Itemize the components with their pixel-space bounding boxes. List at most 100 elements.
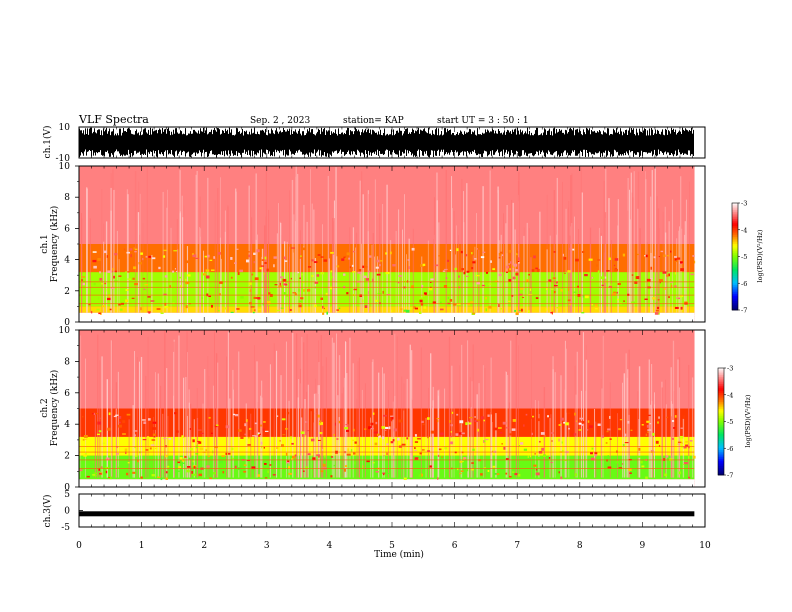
ch1-waveform-panel: ch.1(V) 10 -10 <box>42 123 706 164</box>
ch2-colorbar-cell <box>718 373 724 376</box>
spectrogram-speckle <box>385 271 390 275</box>
spectrogram-speckle <box>631 274 634 276</box>
spectrogram-speckle <box>183 436 185 438</box>
spectrogram-speckle <box>187 466 191 468</box>
spectrogram-speckle <box>151 439 156 441</box>
spectrogram-speckle <box>688 476 691 479</box>
ch1-colorbar-cell <box>732 242 738 245</box>
spectrogram-streak <box>164 330 166 478</box>
spectrogram-line <box>79 482 695 484</box>
spectrogram-streak <box>405 254 407 313</box>
spectrogram-speckle <box>672 427 676 429</box>
spectrogram-streak <box>325 357 327 478</box>
spectrogram-speckle <box>641 465 645 468</box>
spectrogram-speckle <box>282 278 287 282</box>
spectrogram-speckle <box>133 247 135 250</box>
spectrogram-streak <box>637 391 639 478</box>
spectrogram-speckle <box>145 255 148 258</box>
spectrogram-streak <box>512 202 514 313</box>
spectrogram-speckle <box>674 272 676 275</box>
spectrogram-speckle <box>681 442 683 444</box>
spectrogram-speckle <box>84 438 88 440</box>
spectrogram-speckle <box>306 429 309 432</box>
spectrogram-streak <box>115 408 117 478</box>
spectrogram-streak <box>172 395 174 478</box>
spectrogram-speckle <box>492 450 494 453</box>
spectrogram-speckle <box>140 476 143 479</box>
spectrogram-streak <box>338 355 341 478</box>
spectrogram-speckle <box>680 268 684 272</box>
spectrogram-speckle <box>511 428 516 431</box>
spectrogram-speckle <box>512 419 517 422</box>
spectrogram-speckle <box>169 285 171 288</box>
spectrogram-speckle <box>208 416 211 419</box>
spectrogram-streak <box>257 234 258 313</box>
spectrogram-speckle <box>259 267 262 270</box>
spectrogram-streak <box>506 253 508 313</box>
spectrogram-speckle <box>534 453 537 455</box>
spectrogram-speckle <box>470 301 474 303</box>
ch1-colorbar-cell <box>732 283 738 286</box>
ch1-colorbar-cell <box>732 226 738 229</box>
spectrogram-speckle <box>556 282 558 285</box>
ch1-spectrogram-channel-label: ch.1 <box>40 234 50 253</box>
spectrogram-speckle <box>483 419 485 422</box>
spectrogram-speckle <box>455 433 459 436</box>
spectrogram-speckle <box>165 477 168 480</box>
spectrogram-speckle <box>114 280 118 282</box>
spectrogram-speckle <box>517 260 520 264</box>
spectrogram-speckle <box>518 309 521 312</box>
spectrogram-speckle <box>343 273 346 276</box>
spectrogram-speckle <box>503 446 506 450</box>
ch2-colorbar-cell <box>718 426 724 430</box>
spectrogram-speckle <box>616 291 618 294</box>
spectrogram-speckle <box>381 436 385 440</box>
spectrogram-speckle <box>607 466 612 469</box>
spectrogram-speckle <box>666 274 669 277</box>
spectrogram-speckle <box>457 467 459 471</box>
ch2-colorbar-ticks: -3-4-5-6-7 <box>724 365 733 480</box>
spectrogram-streak <box>574 216 575 313</box>
spectrogram-speckle <box>671 437 674 440</box>
spectrogram-speckle <box>307 266 312 268</box>
spectrogram-speckle <box>460 250 463 254</box>
spectrogram-speckle <box>408 266 410 270</box>
spectrogram-speckle <box>147 436 150 439</box>
spectrogram-streak <box>460 424 462 478</box>
spectrogram-speckle <box>445 277 448 280</box>
spectrogram-streak <box>215 257 217 313</box>
spectrogram-speckle <box>379 302 382 305</box>
spectrogram-speckle <box>322 305 324 309</box>
spectrogram-speckle <box>372 462 375 464</box>
spectrogram-speckle <box>556 306 559 309</box>
spectrogram-speckle <box>550 288 554 290</box>
spectrogram-speckle <box>82 282 85 286</box>
spectrogram-speckle <box>336 438 339 440</box>
spectrogram-streak <box>617 413 618 478</box>
spectrogram-line <box>79 294 695 296</box>
spectrogram-speckle <box>361 299 364 303</box>
spectrogram-speckle <box>531 432 533 436</box>
spectrogram-speckle <box>112 267 114 271</box>
spectrogram-speckle <box>173 250 178 252</box>
spectrogram-streak <box>437 395 439 478</box>
spectrogram-speckle <box>151 474 155 477</box>
spectrogram-streak <box>495 413 497 478</box>
spectrogram-speckle <box>666 255 670 257</box>
spectrogram-speckle <box>585 458 587 461</box>
ch1-spectrogram-ytick-label: 4 <box>64 256 70 266</box>
spectrogram-speckle <box>131 297 135 299</box>
spectrogram-speckle <box>127 289 129 291</box>
spectrogram-streak <box>227 206 229 313</box>
spectrogram-speckle <box>471 468 474 471</box>
spectrogram-speckle <box>345 423 349 426</box>
spectrogram-speckle <box>458 432 463 435</box>
ch2-spectrogram-ytick-label: 8 <box>64 357 70 367</box>
spectrogram-streak <box>376 256 379 313</box>
spectrogram-speckle <box>533 255 536 259</box>
spectrogram-speckle <box>465 254 468 257</box>
spectrogram-speckle <box>420 302 424 306</box>
spectrogram-streak <box>515 333 518 478</box>
spectrogram-speckle <box>244 433 247 436</box>
